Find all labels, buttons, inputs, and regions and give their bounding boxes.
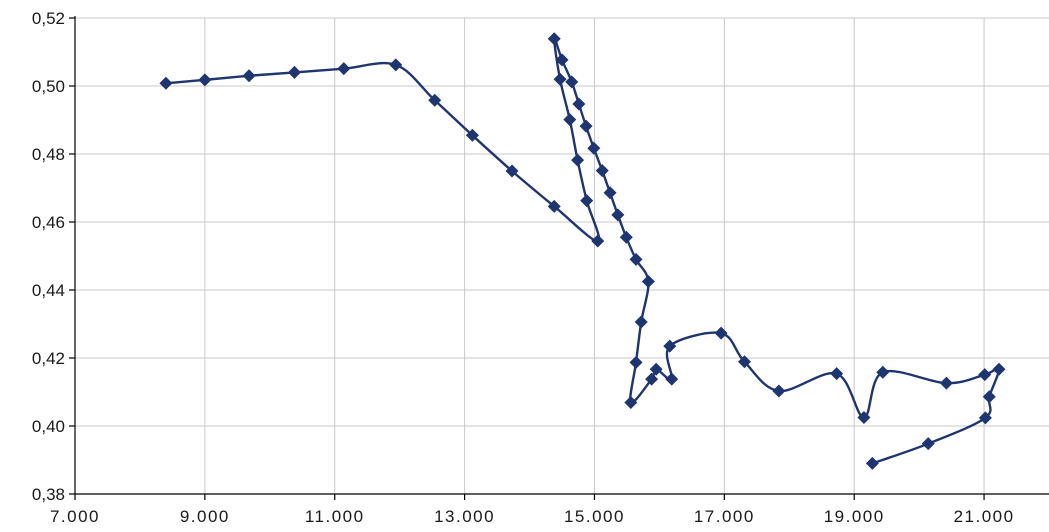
data-point-marker xyxy=(505,164,519,178)
data-point-marker xyxy=(619,230,633,244)
data-point-marker xyxy=(287,65,301,79)
x-tick-label: 9.000 xyxy=(180,507,230,526)
y-axis-ticks: 0,38 0,40 0,42 0,44 0,46 0,48 0,50 0,52 xyxy=(32,9,75,504)
data-point-marker xyxy=(634,315,648,329)
data-point-marker xyxy=(159,76,173,90)
data-point-marker xyxy=(553,72,567,86)
data-point-marker xyxy=(465,128,479,142)
data-point-marker xyxy=(595,164,609,178)
data-point-marker xyxy=(572,97,586,111)
data-point-marker xyxy=(830,367,844,381)
y-tick-label: 0,48 xyxy=(32,145,65,164)
data-point-marker xyxy=(978,411,992,425)
y-tick-label: 0,44 xyxy=(32,281,65,300)
x-tick-label: 21.000 xyxy=(954,507,1015,526)
data-point-marker xyxy=(663,339,677,353)
x-tick-label: 13.000 xyxy=(434,507,495,526)
data-point-marker xyxy=(428,93,442,107)
x-tick-label: 15.000 xyxy=(564,507,625,526)
data-point-marker xyxy=(611,208,625,222)
data-point-marker xyxy=(629,252,643,266)
x-axis-ticks: 7.000 9.000 11.000 13.000 15.000 17.000 19.000… xyxy=(50,494,1015,526)
data-point-marker xyxy=(555,53,569,67)
data-point-marker xyxy=(992,362,1006,376)
data-point-marker xyxy=(565,75,579,89)
data-point-marker xyxy=(876,365,890,379)
data-point-marker xyxy=(649,362,663,376)
x-tick-label: 17.000 xyxy=(694,507,755,526)
y-tick-label: 0,40 xyxy=(32,417,65,436)
data-point-marker xyxy=(547,199,561,213)
data-point-marker xyxy=(571,153,585,167)
data-point-marker xyxy=(547,32,561,46)
data-point-marker xyxy=(665,372,679,386)
data-point-marker xyxy=(580,194,594,208)
y-tick-label: 0,50 xyxy=(32,77,65,96)
data-point-marker xyxy=(389,58,403,72)
data-point-marker xyxy=(865,456,879,470)
data-point-marker xyxy=(772,384,786,398)
data-point-marker xyxy=(939,376,953,390)
data-point-marker xyxy=(857,411,871,424)
y-tick-label: 0,42 xyxy=(32,349,65,368)
data-point-marker xyxy=(591,234,605,248)
data-point-marker xyxy=(587,141,601,155)
data-point-marker xyxy=(603,186,617,200)
data-point-marker xyxy=(242,69,256,83)
x-tick-label: 7.000 xyxy=(50,507,100,526)
data-point-marker xyxy=(921,437,935,451)
data-markers xyxy=(159,32,1006,470)
x-tick-label: 11.000 xyxy=(305,507,365,526)
y-tick-label: 0,52 xyxy=(32,9,65,28)
data-point-marker xyxy=(641,275,655,288)
data-point-marker xyxy=(737,355,751,369)
y-tick-label: 0,38 xyxy=(32,485,65,504)
data-point-marker xyxy=(563,113,577,127)
data-point-marker xyxy=(982,390,996,404)
data-point-marker xyxy=(645,372,659,386)
y-tick-label: 0,46 xyxy=(32,213,65,232)
data-point-marker xyxy=(337,62,351,76)
axes xyxy=(74,16,1049,495)
data-point-marker xyxy=(714,326,728,340)
data-point-marker xyxy=(624,396,638,410)
x-tick-label: 19.000 xyxy=(824,507,885,526)
data-point-marker xyxy=(629,355,643,369)
data-point-marker xyxy=(978,368,992,382)
data-point-marker xyxy=(579,119,593,133)
data-point-marker xyxy=(198,73,212,87)
